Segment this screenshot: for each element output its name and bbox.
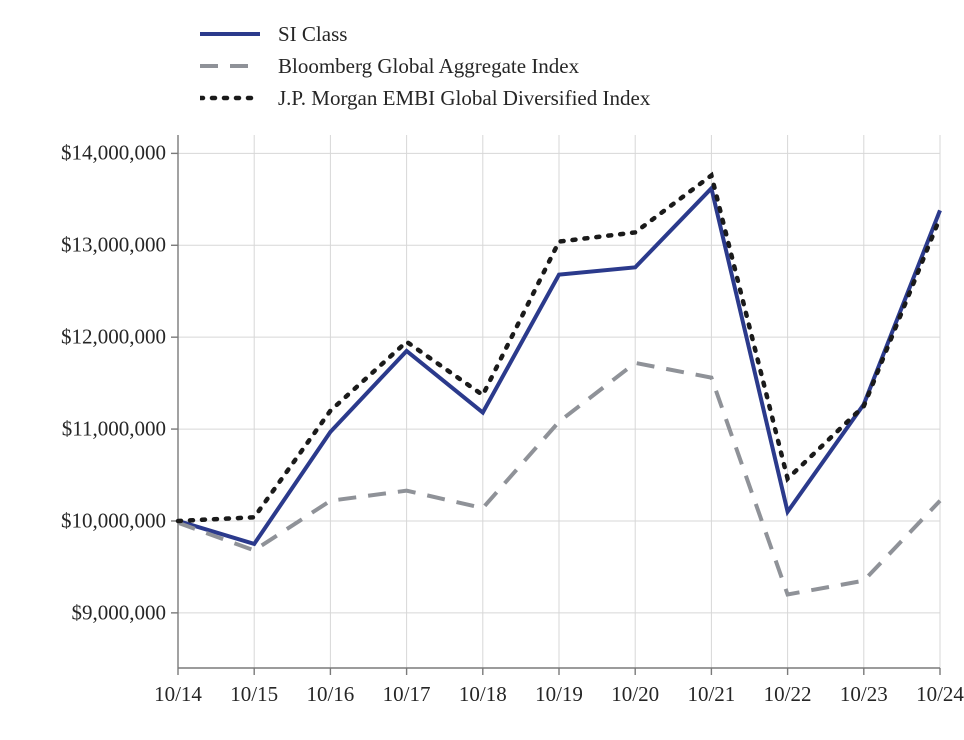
x-tick-label: 10/22 <box>764 682 812 707</box>
y-tick-label: $11,000,000 <box>6 417 166 442</box>
x-tick-label: 10/23 <box>840 682 888 707</box>
x-tick-label: 10/14 <box>154 682 202 707</box>
legend: SI Class Bloomberg Global Aggregate Inde… <box>200 18 650 114</box>
y-tick-label: $12,000,000 <box>6 325 166 350</box>
y-tick-label: $13,000,000 <box>6 233 166 258</box>
legend-item: Bloomberg Global Aggregate Index <box>200 50 650 82</box>
y-tick-label: $9,000,000 <box>6 600 166 625</box>
x-tick-label: 10/17 <box>383 682 431 707</box>
legend-label: J.P. Morgan EMBI Global Diversified Inde… <box>278 86 650 111</box>
growth-chart: SI Class Bloomberg Global Aggregate Inde… <box>0 0 964 740</box>
x-tick-label: 10/24 <box>916 682 964 707</box>
x-tick-label: 10/15 <box>230 682 278 707</box>
x-tick-label: 10/16 <box>306 682 354 707</box>
legend-label: Bloomberg Global Aggregate Index <box>278 54 579 79</box>
legend-item: SI Class <box>200 18 650 50</box>
x-tick-label: 10/18 <box>459 682 507 707</box>
y-tick-label: $10,000,000 <box>6 508 166 533</box>
y-tick-label: $14,000,000 <box>6 141 166 166</box>
legend-swatch-solid <box>200 24 260 44</box>
legend-swatch-dotted <box>200 88 260 108</box>
legend-label: SI Class <box>278 22 347 47</box>
legend-item: J.P. Morgan EMBI Global Diversified Inde… <box>200 82 650 114</box>
legend-swatch-dashed <box>200 56 260 76</box>
x-tick-label: 10/20 <box>611 682 659 707</box>
x-tick-label: 10/21 <box>687 682 735 707</box>
x-tick-label: 10/19 <box>535 682 583 707</box>
